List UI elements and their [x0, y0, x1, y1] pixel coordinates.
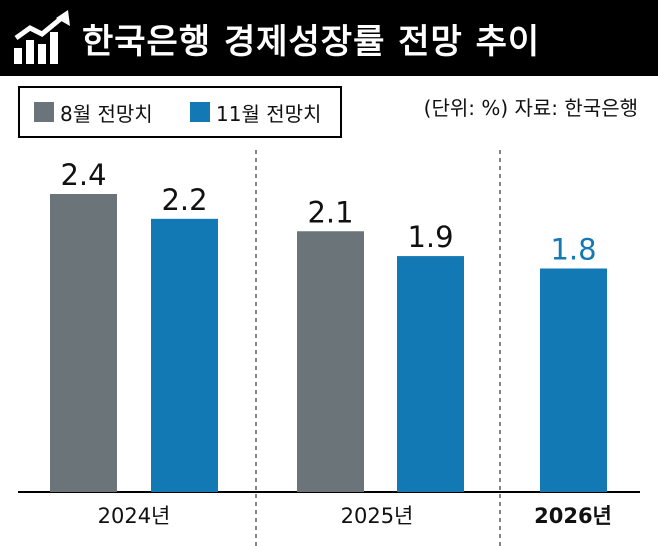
x-tick-label: 2025년	[341, 504, 414, 528]
legend-item-august: 8월 전망치	[34, 100, 153, 126]
data-label: 2.2	[161, 183, 207, 217]
legend-item-november: 11월 전망치	[190, 100, 322, 126]
data-label: 2.4	[60, 158, 106, 192]
legend-label-november: 11월 전망치	[216, 101, 322, 126]
bar-2026년-11월 전망치	[540, 268, 607, 492]
legend-swatch-november	[190, 102, 210, 122]
bar-2025년-8월 전망치	[297, 231, 364, 492]
title-bar: 한국은행 경제성장률 전망 추이	[0, 0, 658, 76]
data-label: 2.1	[307, 195, 353, 229]
bar-2024년-11월 전망치	[151, 218, 218, 493]
data-label: 1.8	[550, 233, 596, 267]
unit-source-note: (단위: %) 자료: 한국은행	[423, 96, 638, 120]
bar-2024년-8월 전망치	[50, 194, 117, 492]
data-label: 1.9	[407, 220, 453, 254]
growth-chart-icon	[14, 10, 70, 64]
bar-2025년-11월 전망치	[397, 256, 464, 492]
x-tick-label: 2024년	[98, 504, 171, 528]
x-tick-label: 2026년	[534, 504, 612, 528]
chart-title: 한국은행 경제성장률 전망 추이	[82, 22, 541, 62]
legend-label-august: 8월 전망치	[60, 101, 153, 126]
legend: 8월 전망치 11월 전망치	[18, 86, 342, 138]
legend-swatch-august	[34, 102, 54, 122]
